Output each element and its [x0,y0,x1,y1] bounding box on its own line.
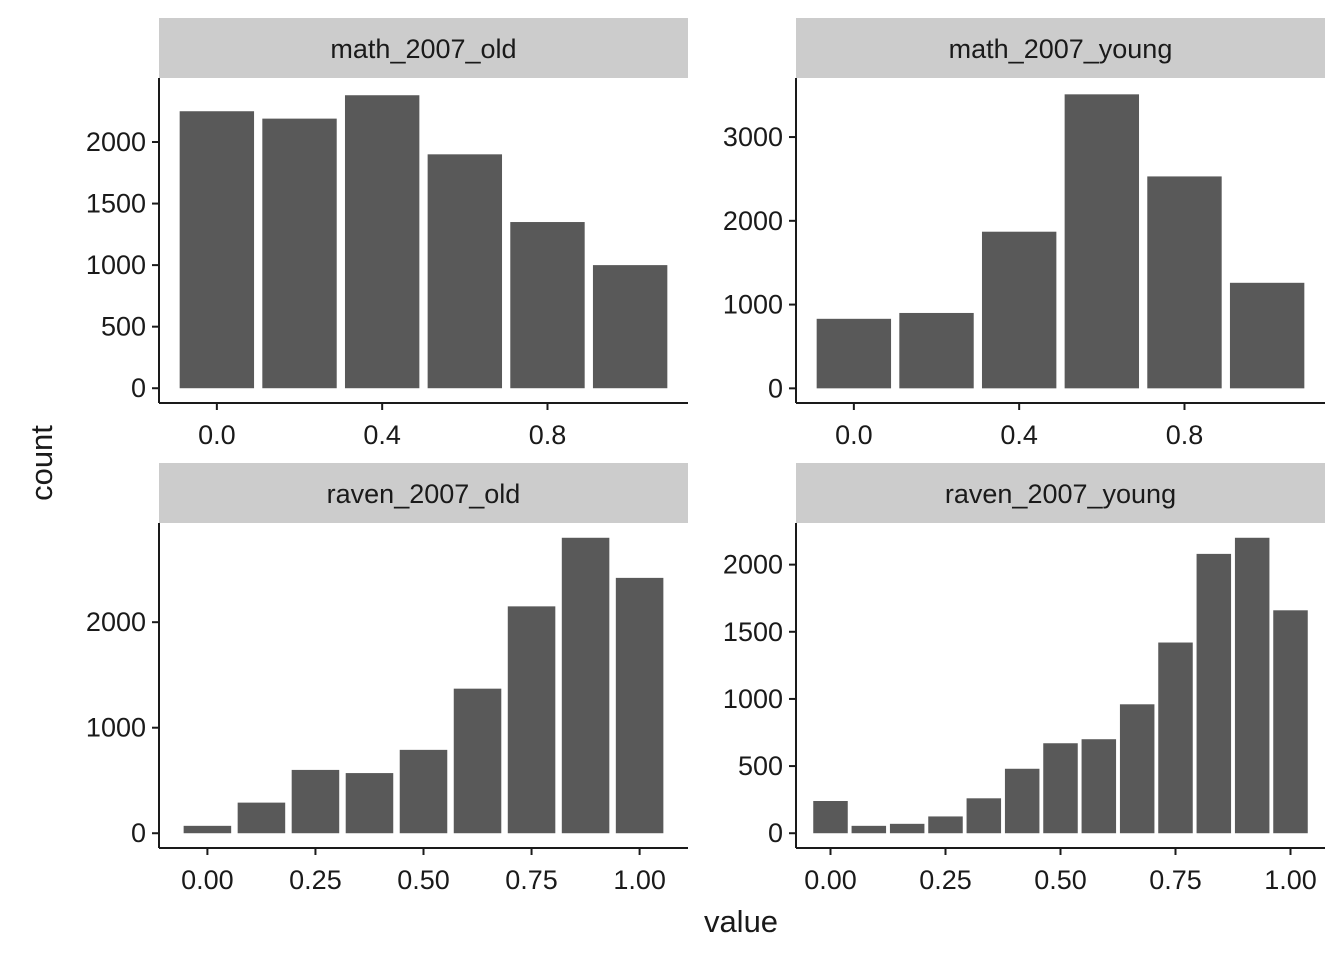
histogram-bar [344,95,420,389]
histogram-bar [399,749,448,834]
histogram-bar [507,606,556,834]
y-tick-label: 1000 [86,713,146,743]
facet-strip-label: math_2007_young [949,34,1173,64]
y-tick-label: 1000 [723,684,783,714]
x-tick-label: 0.0 [835,420,873,450]
x-tick-label: 0.00 [181,865,234,895]
y-tick-label: 0 [131,818,146,848]
facet-panel-raven_2007_young: raven_2007_young 0 500 1000 1500 2000 0.00 0.25… [723,463,1325,895]
histogram-bar [1043,743,1078,834]
x-tick-label: 0.00 [804,865,857,895]
x-tick-label: 0.4 [363,420,401,450]
histogram-bar [1119,704,1155,834]
histogram-bar [816,318,892,389]
facet-strip-label: raven_2007_young [945,479,1176,509]
x-axis-title: value [704,904,778,939]
histogram-bar [899,312,974,389]
histogram-bar [966,798,1002,834]
histogram-bar [1081,739,1117,834]
y-tick-label: 0 [768,818,783,848]
histogram-bar [1147,176,1222,389]
x-tick-label: 1.00 [613,865,666,895]
x-tick-label: 0.0 [198,420,236,450]
y-tick-label: 1500 [723,617,783,647]
facet-strip [796,18,1325,78]
histogram-bar [1064,94,1140,389]
x-tick-label: 0.8 [1166,420,1204,450]
x-tick-label: 0.50 [1034,865,1087,895]
histogram-bar [237,802,286,834]
x-tick-label: 0.75 [505,865,558,895]
facet-panel-raven_2007_old: raven_2007_old 0 1000 2000 0.00 0.25 0.50 0.75 1… [86,463,688,895]
x-tick-label: 0.75 [1149,865,1202,895]
histogram-bar [345,773,394,834]
histogram-bar [813,800,848,834]
histogram-bar [291,769,340,834]
facet-strip-label: raven_2007_old [327,479,521,509]
histogram-bar [561,537,610,834]
x-tick-label: 0.8 [529,420,567,450]
y-axis-title: count [24,425,59,501]
histogram-bar [510,222,585,389]
histogram-bar [183,825,232,834]
x-tick-label: 0.25 [289,865,342,895]
x-tick-label: 0.50 [397,865,450,895]
y-tick-label: 1500 [86,189,146,219]
facet-strip [159,18,688,78]
y-tick-label: 500 [738,751,783,781]
histogram-bar [179,111,255,389]
histogram-bar [1234,537,1270,834]
x-tick-label: 0.4 [1000,420,1038,450]
x-tick-label: 1.00 [1264,865,1317,895]
y-tick-label: 3000 [723,122,783,152]
histogram-bar [1273,610,1308,834]
facet-strip-label: math_2007_old [330,34,516,64]
y-tick-label: 2000 [86,127,146,157]
histogram-bar [427,154,503,389]
y-tick-label: 1000 [723,290,783,320]
histogram-bar [851,825,887,834]
histogram-bar [1196,553,1232,834]
y-tick-label: 0 [768,373,783,403]
histogram-bar [981,231,1057,389]
histogram-bar [453,688,502,834]
y-tick-label: 2000 [86,607,146,637]
histogram-bar [592,265,668,389]
histogram-bar [928,816,963,834]
x-tick-label: 0.25 [919,865,972,895]
y-tick-label: 500 [101,312,146,342]
histogram-bar [1004,768,1040,834]
y-tick-label: 2000 [723,206,783,236]
histogram-bar [262,118,337,389]
y-tick-label: 0 [131,373,146,403]
histogram-bar [1229,282,1305,389]
histogram-bar [889,823,925,834]
histogram-bar [615,577,664,834]
facet-strip [159,463,688,523]
facet-panel-math_2007_young: math_2007_young 0 1000 2000 3000 0.0 0.4 0.8 [723,18,1325,450]
histogram-bar [1158,642,1193,834]
facet-strip [796,463,1325,523]
facet-panel-math_2007_old: math_2007_old 0 500 1000 1500 2000 0.0 0.4 0.8 [86,18,688,450]
y-tick-label: 1000 [86,250,146,280]
y-tick-label: 2000 [723,550,783,580]
